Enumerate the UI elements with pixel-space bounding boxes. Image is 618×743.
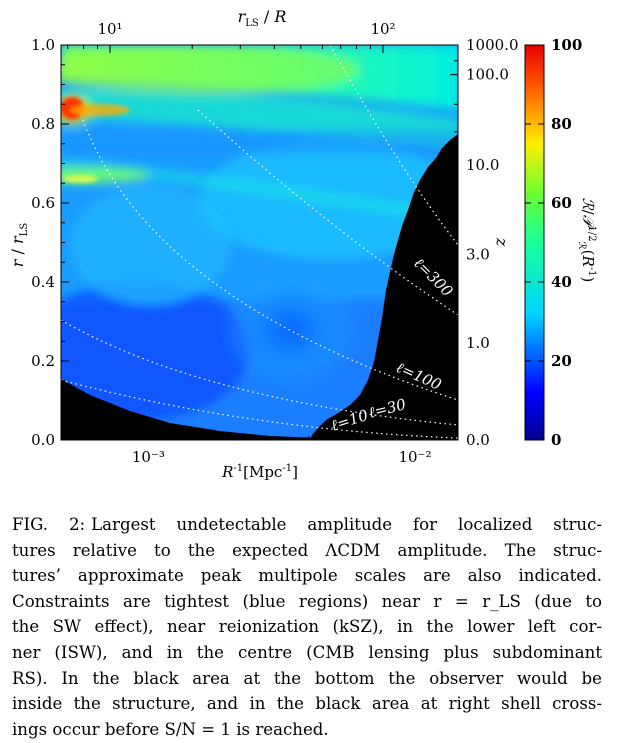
caption-line-9: ings occur before S/N = 1 is reached. [12,719,329,739]
y-right-tick-label: 10.0 [466,156,499,174]
y-left-tick-label: 0.4 [31,273,55,291]
colorbar-tick-label: 60 [551,194,572,212]
caption-label: FIG. 2: [12,515,86,534]
caption-line-5: the SW effect), near reionization (kSZ),… [12,617,602,637]
colorbar-label: ℛ/𝒫1/2ℛ(R-1) [576,198,597,283]
observer-inside-region [61,379,360,440]
tick-labels: 10⁻³ 10⁻² 10¹ 10² 0.0 0.2 0.4 0.6 0.8 1.0 0.0 1.0 3.… [31,20,518,466]
colorbar-ticks [525,44,544,441]
colorbar-tick-label: 80 [551,115,572,133]
y-left-axis-label: r / rLS [8,223,30,268]
caption-line-6: ner (ISW), and in the centre (CMB lensin… [12,642,602,662]
y-left-tick-label: 1.0 [31,36,55,54]
caption-line-2: tures relative to the expected ΛCDM ampl… [12,540,602,560]
y-right-tick-label: 3.0 [466,245,490,263]
y-right-tick-label: 1000.0 [466,36,519,54]
axis-ticks [61,44,458,441]
caption-line-3: tures’ approximate peak multipole scales… [12,566,602,586]
colorbar-tick-label: 20 [551,352,572,370]
x-top-tick-label: 10¹ [97,20,122,38]
caption-line-4: Constraints are tightest (blue regions) … [12,591,602,611]
y-right-tick-label: 1.0 [466,334,490,352]
caption-line-1: FIG. 2: Largest undetectable amplitude fo… [12,515,603,534]
y-left-tick-label: 0.2 [31,352,55,370]
x-top-tick-label: 10² [370,20,395,38]
colorbar-tick-label: 100 [551,36,582,54]
contour-l10 [61,379,458,439]
x-bottom-tick-label: 10⁻² [398,448,431,466]
colorbar-tick-label: 0 [551,431,561,449]
x-top-axis-label: rLS / R [238,7,287,29]
y-right-axis-label: z [490,237,509,247]
y-right-tick-label: 0.0 [466,431,490,449]
x-bottom-axis-label: R-1[Mpc-1] [221,463,298,481]
colorbar [524,44,545,441]
contour-l30 [61,319,458,426]
y-left-tick-label: 0.0 [31,431,55,449]
colorbar-tick-label: 40 [551,273,572,291]
contour-upper [329,45,458,246]
x-bottom-tick-label: 10⁻³ [132,448,165,466]
heatmap [61,45,458,440]
multipole-contours [61,45,458,439]
y-left-tick-label: 0.6 [31,194,55,212]
y-left-tick-label: 0.8 [31,115,55,133]
caption-line-7: RS). In the black area at the bottom the… [12,668,602,688]
figure-caption: FIG. 2: Largest undetectable amplitude fo… [12,512,602,742]
y-right-tick-label: 100.0 [466,66,509,84]
contour-l300 [197,109,458,316]
caption-line-8: inside the structure, and in the black a… [12,694,602,714]
colorbar-tick-labels: 0 20 40 60 80 100 [551,36,582,449]
shell-crossing-region [310,134,458,440]
